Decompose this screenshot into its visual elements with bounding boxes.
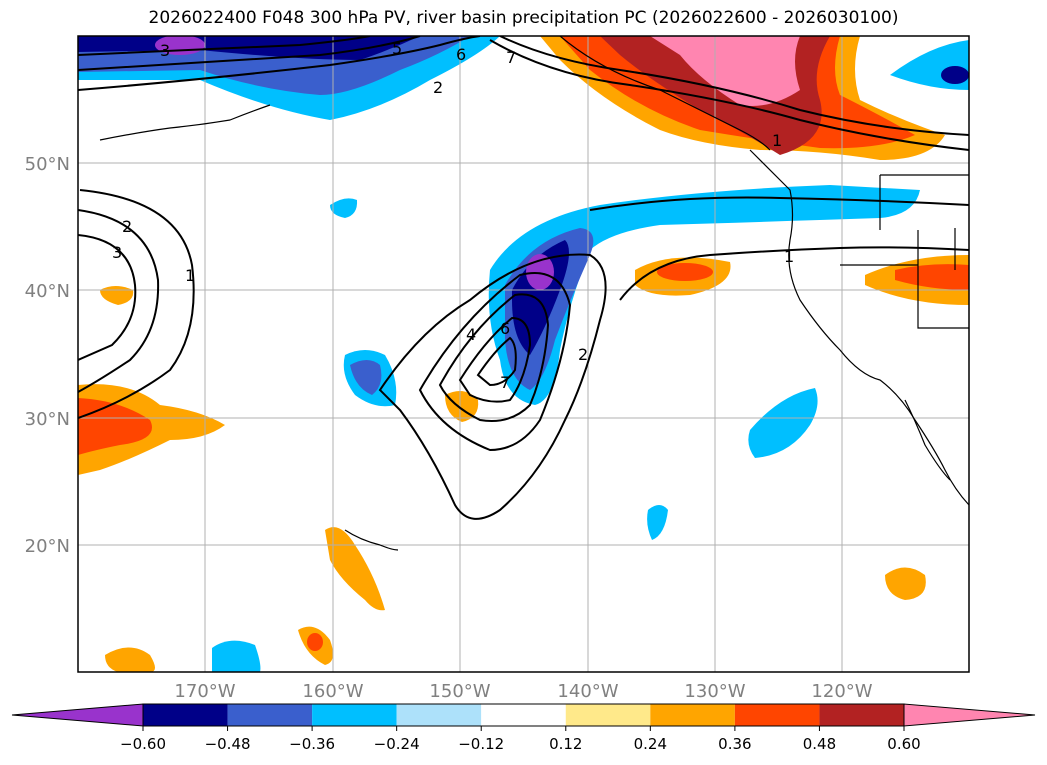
lon-label: 120°W (811, 681, 872, 702)
colorbar-tick-label: 0.60 (887, 735, 920, 753)
lat-label: 40°N (25, 281, 70, 302)
lon-label: 150°W (429, 681, 490, 702)
contour-label: 2 (578, 345, 588, 364)
colorbar-segment (650, 704, 735, 726)
lon-label: 130°W (684, 681, 745, 702)
colorbar-frame (142, 703, 905, 727)
map-frame (77, 35, 970, 673)
colorbar-segment (565, 704, 651, 726)
map-title: 2026022400 F048 300 hPa PV, river basin … (148, 8, 899, 28)
contour-label: 1 (772, 131, 782, 150)
contour-label: 2 (433, 78, 443, 97)
lon-label: 170°W (174, 681, 235, 702)
contour-label: 2 (122, 217, 132, 236)
colorbar-segment (819, 704, 904, 726)
lon-label: 160°W (302, 681, 363, 702)
lon-label: 140°W (557, 681, 618, 702)
contour-label: 4 (466, 325, 476, 344)
colorbar-tick-label: −0.60 (120, 735, 166, 753)
colorbar: −0.60 −0.48 −0.36 −0.24 −0.12 0.12 0.24 0.36 0.4… (11, 703, 1036, 753)
lat-labels: 50°N 40°N 30°N 20°N (25, 154, 70, 557)
colorbar-segment (227, 704, 313, 726)
contour-label: 1 (784, 247, 794, 266)
lat-label: 50°N (25, 154, 70, 175)
precip-shading (78, 36, 969, 672)
contour-label: 7 (506, 48, 516, 67)
contour-label: 1 (185, 266, 195, 285)
contour-labels: 1 2 3 4 6 7 2 1 1 2 6 7 5 3 (112, 39, 794, 392)
colorbar-tick-label: −0.48 (205, 735, 251, 753)
lon-labels: 170°W 160°W 150°W 140°W 130°W 120°W (174, 681, 872, 702)
contour-label: 6 (500, 319, 510, 338)
contour-label: 6 (456, 45, 466, 64)
colorbar-extend-low (11, 703, 144, 727)
colorbar-tick-label: 0.24 (634, 735, 667, 753)
map-gridlines (78, 36, 969, 672)
contour-label: 3 (160, 41, 170, 60)
colorbar-tick-label: 0.12 (549, 735, 582, 753)
colorbar-tick-label: 0.48 (803, 735, 836, 753)
contour-label: 7 (500, 373, 510, 392)
colorbar-tick-label: −0.36 (289, 735, 335, 753)
colorbar-segment (143, 704, 228, 726)
colorbar-segment (734, 704, 820, 726)
lat-label: 30°N (25, 409, 70, 430)
lat-label: 20°N (25, 536, 70, 557)
colorbar-segment (396, 704, 482, 726)
colorbar-segment (481, 704, 566, 726)
colorbar-tick-label: −0.24 (374, 735, 420, 753)
colorbar-tick-label: 0.36 (718, 735, 751, 753)
colorbar-segment (312, 704, 397, 726)
contour-label: 3 (112, 243, 122, 262)
pv-contours (78, 36, 969, 520)
colorbar-tick-label: −0.12 (458, 735, 504, 753)
colorbar-extend-high (903, 703, 1036, 727)
contour-label: 5 (392, 39, 402, 58)
